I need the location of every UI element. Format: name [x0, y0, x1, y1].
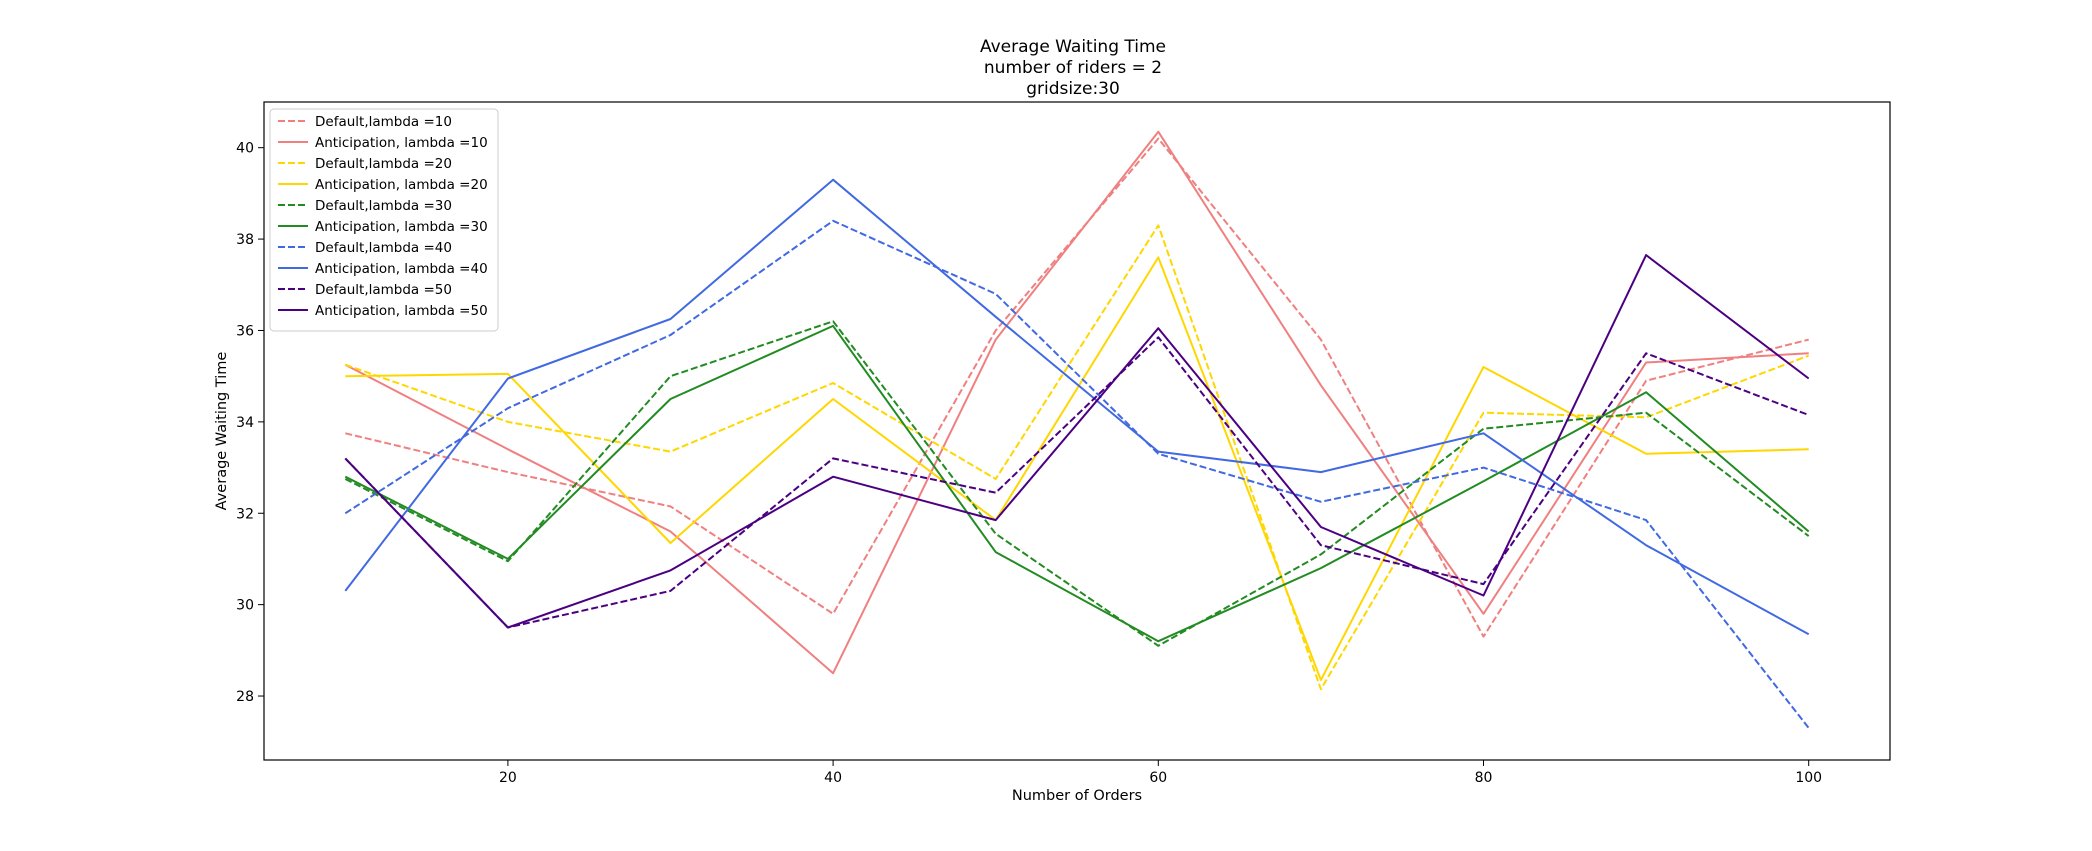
y-axis: 28 30 32 34 36 38 40	[236, 141, 264, 705]
series-line-4	[345, 256, 1809, 681]
x-tick-label: 60	[1149, 770, 1167, 786]
series-lines	[344, 130, 1810, 729]
legend-entry-label: Anticipation, lambda =50	[315, 303, 488, 319]
x-tick-label: 80	[1475, 770, 1493, 786]
x-axis: 20 40 60 80 100	[499, 760, 1822, 786]
y-tick-label: 34	[236, 415, 254, 431]
legend-entry-label: Anticipation, lambda =40	[315, 261, 488, 277]
series-line-2	[344, 130, 1809, 675]
chart-title-line-3: gridsize:30	[1026, 79, 1120, 99]
y-tick-label: 32	[236, 506, 254, 522]
series-line-8	[344, 178, 1810, 636]
chart-title-line-2: number of riders = 2	[984, 58, 1162, 78]
series-line-10	[344, 254, 1810, 629]
legend-entry-label: Default,lambda =30	[315, 198, 452, 214]
series-line-9	[344, 336, 1810, 629]
legend-entry-label: Anticipation, lambda =20	[315, 177, 488, 193]
chart-title-line-1: Average Waiting Time	[980, 37, 1166, 57]
legend-entry-label: Default,lambda =10	[315, 114, 452, 130]
y-tick-label: 36	[236, 323, 254, 339]
plot-area	[263, 101, 1891, 761]
legend-entry-label: Default,lambda =40	[315, 240, 452, 256]
y-tick-label: 28	[236, 689, 254, 705]
x-tick-label: 100	[1795, 770, 1822, 786]
series-line-3	[344, 224, 1810, 691]
series-line-6	[344, 324, 1810, 643]
y-tick-label: 38	[236, 232, 254, 248]
x-tick-label: 40	[824, 770, 842, 786]
legend-entry-label: Default,lambda =50	[315, 282, 452, 298]
legend-box	[269, 108, 499, 332]
y-axis-label: Average Waiting Time	[214, 352, 230, 511]
legend-entry-label: Anticipation, lambda =30	[315, 219, 488, 235]
legend-entry-label: Anticipation, lambda =10	[315, 135, 488, 151]
legend: Default,lambda =10 Anticipation, lambda =…	[269, 108, 499, 332]
y-tick-label: 40	[236, 141, 254, 157]
series-line-5	[344, 320, 1810, 647]
legend-entry-label: Default,lambda =20	[315, 156, 452, 172]
x-tick-label: 20	[499, 770, 517, 786]
x-axis-label: Number of Orders	[1012, 788, 1142, 804]
y-tick-label: 30	[236, 598, 254, 614]
series-line-7	[344, 219, 1810, 729]
